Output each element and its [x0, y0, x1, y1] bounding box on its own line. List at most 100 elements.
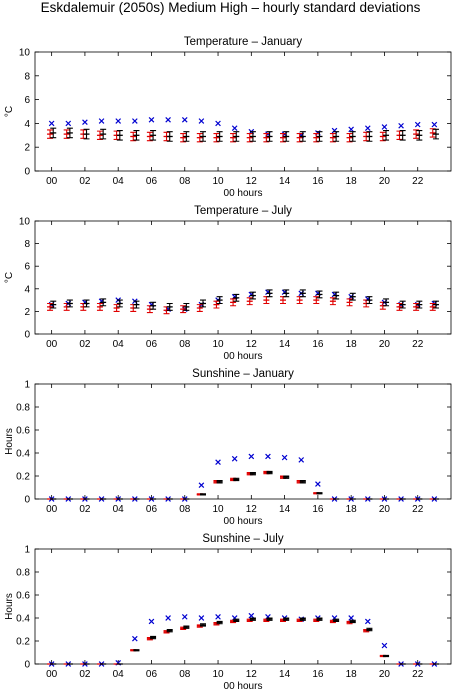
x-marker [215, 120, 221, 127]
figure-title: Eskdalemuir (2050s) Medium High – hourly… [40, 0, 421, 15]
plot-frame [34, 51, 452, 172]
x-tick-label: 20 [379, 176, 391, 187]
x-marker [398, 122, 404, 129]
x-tick-label: 12 [246, 176, 258, 187]
x-marker [364, 618, 371, 625]
x-axis-label: 00 hours [224, 516, 263, 527]
panel-title: Sunshine – January [192, 368, 294, 380]
x-tick-label: 00 [46, 504, 58, 515]
x-tick-label: 10 [212, 669, 224, 680]
y-tick-label: 8 [24, 71, 30, 82]
x-tick-label: 06 [146, 339, 158, 350]
x-tick-label: 18 [346, 669, 358, 680]
y-tick-label: 4 [24, 119, 30, 130]
x-axis-label: 00 hours [224, 351, 263, 362]
x-tick-label: 06 [146, 176, 158, 187]
x-tick-label: 10 [212, 176, 224, 187]
x-marker [281, 454, 288, 461]
x-tick-label: 02 [79, 176, 91, 187]
y-axis-label: °C [4, 272, 15, 283]
x-marker [364, 125, 371, 131]
x-tick-label: 18 [346, 176, 358, 187]
y-tick-label: 0 [24, 495, 30, 506]
x-tick-label: 04 [113, 504, 125, 515]
x-marker [248, 453, 255, 460]
x-tick-label: 10 [212, 504, 224, 515]
x-marker [98, 118, 105, 124]
x-marker [231, 125, 238, 131]
panel-title: Temperature – January [184, 36, 303, 48]
x-tick-label: 22 [412, 339, 424, 350]
x-marker [381, 642, 388, 649]
x-marker [414, 121, 421, 128]
x-tick-label: 00 [46, 176, 58, 187]
x-marker [65, 120, 72, 127]
x-marker [181, 614, 188, 620]
y-tick-label: 2 [24, 143, 30, 154]
x-tick-label: 16 [312, 669, 324, 680]
x-tick-label: 18 [346, 339, 358, 350]
x-tick-label: 22 [412, 504, 424, 515]
x-marker [248, 612, 255, 619]
x-tick-label: 14 [279, 339, 291, 350]
y-tick-label: 8 [24, 239, 30, 250]
panel-title: Temperature – July [194, 205, 292, 217]
x-tick-label: 14 [279, 669, 291, 680]
x-marker [148, 117, 155, 123]
x-marker [315, 481, 321, 487]
x-tick-label: 02 [79, 669, 91, 680]
x-marker [298, 457, 305, 463]
y-tick-label: 1 [24, 545, 30, 556]
x-tick-label: 08 [179, 339, 191, 350]
x-marker [165, 117, 171, 123]
x-marker [198, 482, 205, 489]
x-tick-label: 12 [246, 504, 258, 515]
x-tick-label: 12 [246, 669, 258, 680]
x-tick-label: 06 [146, 504, 158, 515]
x-marker [381, 124, 388, 130]
x-tick-label: 02 [79, 339, 91, 350]
x-tick-label: 04 [113, 339, 125, 350]
x-marker [115, 118, 122, 124]
x-tick-label: 10 [212, 339, 224, 350]
y-tick-label: 0.4 [16, 449, 30, 460]
x-tick-label: 16 [312, 504, 324, 515]
y-tick-label: 4 [24, 284, 30, 295]
y-tick-label: 0 [24, 167, 30, 178]
x-marker [265, 453, 271, 460]
x-tick-label: 20 [379, 669, 391, 680]
x-marker [231, 455, 238, 462]
y-tick-label: 0.8 [16, 568, 30, 579]
x-marker [181, 117, 188, 123]
x-tick-label: 08 [179, 176, 191, 187]
y-tick-label: 0.4 [16, 614, 30, 625]
x-tick-label: 16 [312, 176, 324, 187]
x-marker [165, 615, 171, 621]
x-axis-label: 00 hours [224, 681, 263, 690]
x-tick-label: 12 [246, 339, 258, 350]
x-marker [215, 614, 221, 620]
y-tick-label: 1 [24, 380, 30, 391]
x-marker [198, 118, 205, 124]
x-tick-label: 04 [113, 176, 125, 187]
x-tick-label: 22 [412, 176, 424, 187]
y-tick-label: 10 [19, 217, 31, 228]
y-tick-label: 0.6 [16, 426, 30, 437]
x-marker [82, 119, 88, 126]
x-marker [215, 459, 221, 466]
y-tick-label: 0 [24, 660, 30, 671]
chart-panel-4: Sunshine – July 0 0.2 0.4 0.6 0.8 1 00 02 04 06 08 1… [4, 533, 452, 690]
y-axis-label: °C [4, 106, 15, 117]
y-tick-label: 6 [24, 95, 30, 106]
x-marker [198, 615, 205, 621]
x-tick-label: 08 [179, 504, 191, 515]
x-marker [132, 635, 138, 642]
x-marker [348, 615, 354, 621]
y-axis-label: Hours [4, 593, 15, 620]
y-axis-label: Hours [4, 428, 15, 455]
plot-frame [34, 220, 452, 335]
x-tick-label: 20 [379, 504, 391, 515]
x-tick-label: 22 [412, 669, 424, 680]
